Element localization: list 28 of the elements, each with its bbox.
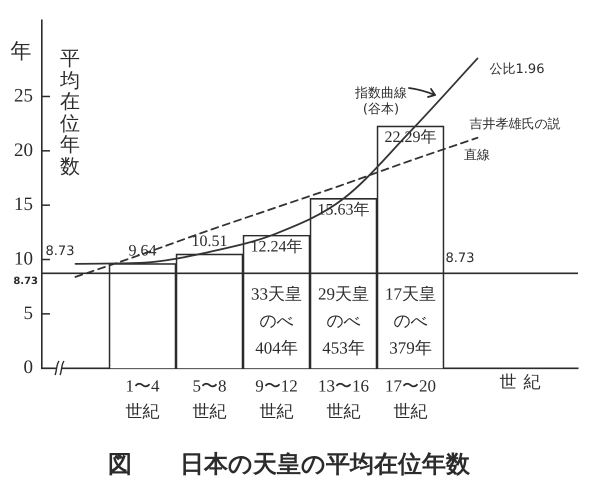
x-tick-label: 9〜12世紀 xyxy=(255,376,298,421)
annotation: 8.73 xyxy=(46,244,74,259)
data-label: 9.64 xyxy=(128,242,156,260)
annotation: 吉井孝雄氏の説 xyxy=(470,116,560,132)
y-axis-title: 平均在位年数 xyxy=(59,48,81,178)
annotation: 直線 xyxy=(464,148,490,163)
text: 図 日本の天皇の平均在位年数 xyxy=(108,450,471,478)
y-tick-label: 15 xyxy=(14,194,33,216)
ref-line-label: 8.73 xyxy=(13,276,38,287)
x-axis-title: 世紀 xyxy=(500,372,540,392)
annotation: 公比1.96 xyxy=(490,62,544,77)
text: 年 xyxy=(10,38,32,63)
annotation: 29天皇のべ453年 xyxy=(318,284,369,358)
y-tick-label: 0 xyxy=(24,357,33,378)
y-tick-label: 20 xyxy=(14,140,33,161)
x-tick-label: 5〜8世紀 xyxy=(192,376,226,421)
annotation: 指数曲線(谷本) xyxy=(354,86,407,117)
annotation: 33天皇のべ404年 xyxy=(251,284,302,358)
annotation: 17天皇のべ379年 xyxy=(385,284,436,358)
data-label: 10.51 xyxy=(192,233,228,250)
y-tick-label: 10 xyxy=(14,248,33,270)
x-tick-label: 1〜4世紀 xyxy=(126,376,160,421)
annotation: 8.73 xyxy=(446,250,474,266)
data-label: 12.24年 xyxy=(250,238,302,256)
y-tick-label: 5 xyxy=(24,302,33,324)
y-tick-label: 25 xyxy=(14,85,33,106)
x-tick-label: 13〜16世紀 xyxy=(318,376,369,421)
x-tick-label: 17〜20世紀 xyxy=(385,376,436,421)
